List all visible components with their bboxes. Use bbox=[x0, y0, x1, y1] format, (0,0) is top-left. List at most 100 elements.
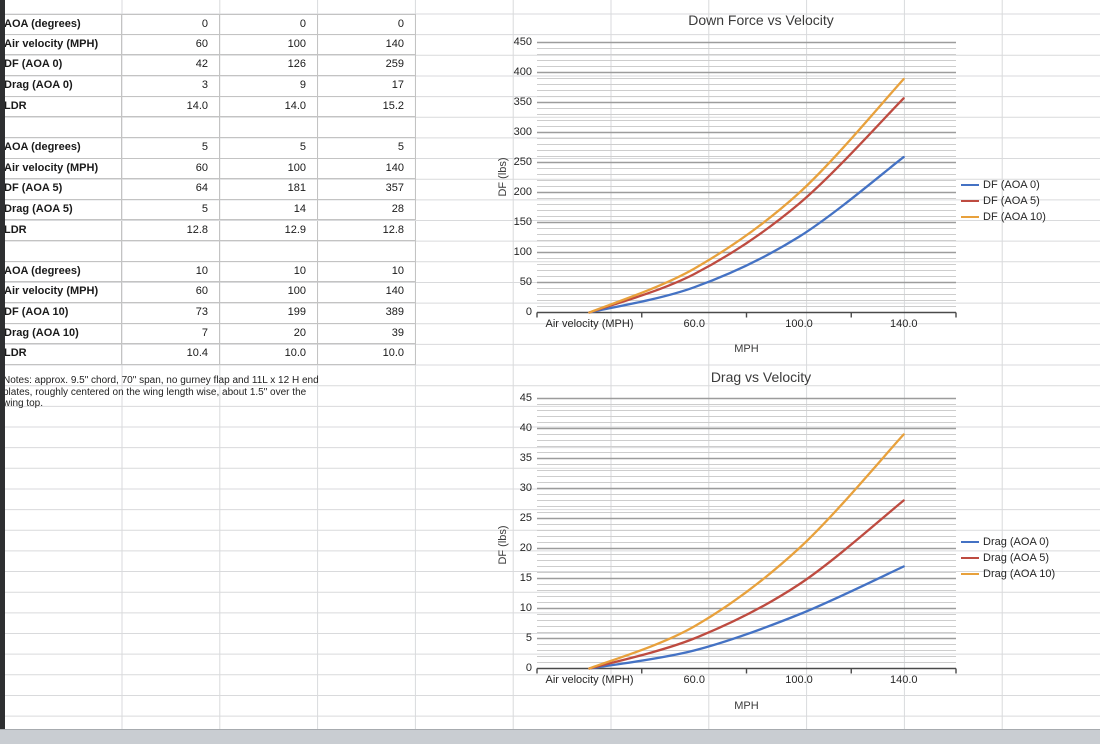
value-cell[interactable]: 5 bbox=[122, 137, 220, 159]
row-label-cell[interactable]: LDR bbox=[0, 344, 122, 366]
legend-label: DF (AOA 10) bbox=[983, 211, 1046, 223]
value-cell[interactable]: 100 bbox=[220, 34, 318, 56]
value-cell[interactable]: 39 bbox=[318, 323, 416, 345]
row-label-cell[interactable]: DF (AOA 10) bbox=[0, 303, 122, 324]
row-label-cell[interactable]: AOA (degrees) bbox=[0, 137, 122, 159]
chart1-ytick: 150 bbox=[513, 215, 532, 228]
value-cell[interactable]: 100 bbox=[220, 158, 318, 180]
row-label-cell[interactable]: AOA (degrees) bbox=[0, 15, 122, 35]
table-row: Drag (AOA 10) 7 20 39 bbox=[0, 323, 416, 345]
value-cell[interactable]: 12.8 bbox=[122, 220, 220, 242]
legend-label: Drag (AOA 10) bbox=[983, 568, 1056, 580]
row-label-cell[interactable]: DF (AOA 5) bbox=[0, 179, 122, 200]
legend-line-swatch bbox=[961, 572, 979, 576]
row-header-strip bbox=[0, 0, 5, 729]
value-cell[interactable] bbox=[318, 241, 416, 262]
value-cell[interactable]: 357 bbox=[318, 179, 416, 200]
row-label-cell[interactable]: AOA (degrees) bbox=[0, 261, 122, 283]
value-cell[interactable]: 28 bbox=[318, 199, 416, 221]
row-label-cell[interactable]: Air velocity (MPH) bbox=[0, 158, 122, 180]
row-label-cell[interactable]: Drag (AOA 10) bbox=[0, 323, 122, 345]
chart1-xtick: 100.0 bbox=[785, 318, 813, 330]
value-cell[interactable]: 15.2 bbox=[318, 96, 416, 118]
value-cell[interactable]: 140 bbox=[318, 34, 416, 56]
value-cell[interactable]: 64 bbox=[122, 179, 220, 200]
legend-item: DF (AOA 5) bbox=[961, 193, 1046, 209]
value-cell[interactable]: 60 bbox=[122, 282, 220, 304]
value-cell[interactable]: 5 bbox=[122, 199, 220, 221]
value-cell[interactable]: 10 bbox=[122, 261, 220, 283]
value-cell[interactable]: 20 bbox=[220, 323, 318, 345]
chart1-ytick: 450 bbox=[513, 35, 532, 48]
legend-line-swatch bbox=[961, 556, 979, 560]
table-row: LDR 12.8 12.9 12.8 bbox=[0, 220, 416, 242]
chart2-x-axis-title: MPH bbox=[734, 700, 759, 712]
table-row: Air velocity (MPH) 60 100 140 bbox=[0, 34, 416, 56]
table-row bbox=[0, 117, 416, 138]
value-cell[interactable]: 14.0 bbox=[122, 96, 220, 118]
table-row: Air velocity (MPH) 60 100 140 bbox=[0, 282, 416, 304]
row-label-cell[interactable]: Air velocity (MPH) bbox=[0, 282, 122, 304]
value-cell[interactable]: 10.0 bbox=[318, 344, 416, 366]
value-cell[interactable]: 0 bbox=[318, 15, 416, 35]
value-cell[interactable]: 389 bbox=[318, 303, 416, 324]
chart2-ytick: 0 bbox=[525, 661, 532, 674]
value-cell[interactable]: 10.4 bbox=[122, 344, 220, 366]
value-cell[interactable]: 100 bbox=[220, 282, 318, 304]
value-cell[interactable]: 73 bbox=[122, 303, 220, 324]
value-cell[interactable]: 9 bbox=[220, 75, 318, 97]
chart1-ytick: 400 bbox=[513, 65, 532, 78]
row-label-cell[interactable]: LDR bbox=[0, 96, 122, 118]
legend-item: DF (AOA 10) bbox=[961, 209, 1046, 225]
value-cell[interactable]: 181 bbox=[220, 179, 318, 200]
value-cell[interactable] bbox=[318, 117, 416, 138]
chart2-ytick: 40 bbox=[519, 421, 532, 434]
row-label-cell[interactable] bbox=[0, 241, 122, 262]
value-cell[interactable]: 140 bbox=[318, 282, 416, 304]
value-cell[interactable] bbox=[122, 241, 220, 262]
value-cell[interactable]: 0 bbox=[122, 15, 220, 35]
value-cell[interactable]: 7 bbox=[122, 323, 220, 345]
value-cell[interactable]: 10.0 bbox=[220, 344, 318, 366]
value-cell[interactable]: 199 bbox=[220, 303, 318, 324]
value-cell[interactable]: 3 bbox=[122, 75, 220, 97]
value-cell[interactable]: 60 bbox=[122, 158, 220, 180]
row-label-cell[interactable]: Air velocity (MPH) bbox=[0, 34, 122, 56]
value-cell[interactable]: 14 bbox=[220, 199, 318, 221]
value-cell[interactable]: 126 bbox=[220, 55, 318, 76]
row-label-cell[interactable]: DF (AOA 0) bbox=[0, 55, 122, 76]
value-cell[interactable]: 259 bbox=[318, 55, 416, 76]
value-cell[interactable]: 0 bbox=[220, 15, 318, 35]
value-cell[interactable] bbox=[220, 117, 318, 138]
chart1-legend: DF (AOA 0) DF (AOA 5) DF (AOA 10) bbox=[961, 177, 1046, 225]
value-cell[interactable]: 12.8 bbox=[318, 220, 416, 242]
legend-label: DF (AOA 5) bbox=[983, 195, 1040, 207]
legend-item: DF (AOA 0) bbox=[961, 177, 1046, 193]
value-cell[interactable] bbox=[122, 117, 220, 138]
series-line-Drag (AOA 0) bbox=[588, 565, 905, 670]
table-row: DF (AOA 5) 64 181 357 bbox=[0, 179, 416, 200]
value-cell[interactable]: 42 bbox=[122, 55, 220, 76]
chart2-ytick: 10 bbox=[519, 601, 532, 614]
value-cell[interactable]: 17 bbox=[318, 75, 416, 97]
value-cell[interactable]: 10 bbox=[318, 261, 416, 283]
value-cell[interactable]: 5 bbox=[220, 137, 318, 159]
value-cell[interactable] bbox=[220, 241, 318, 262]
value-cell[interactable]: 12.9 bbox=[220, 220, 318, 242]
row-label-cell[interactable]: LDR bbox=[0, 220, 122, 242]
chart1-ytick: 50 bbox=[519, 275, 532, 288]
row-label-cell[interactable]: Drag (AOA 5) bbox=[0, 199, 122, 221]
legend-item: Drag (AOA 5) bbox=[961, 550, 1055, 566]
row-label-cell[interactable] bbox=[0, 117, 122, 138]
value-cell[interactable]: 60 bbox=[122, 34, 220, 56]
value-cell[interactable]: 10 bbox=[220, 261, 318, 283]
value-cell[interactable]: 5 bbox=[318, 137, 416, 159]
chart1-ytick: 350 bbox=[513, 95, 532, 108]
chart2-ytick: 35 bbox=[519, 451, 532, 464]
chart2-ytick: 25 bbox=[519, 511, 532, 524]
notes-text[interactable]: Notes: approx. 9.5" chord, 70" span, no … bbox=[3, 375, 319, 409]
value-cell[interactable]: 140 bbox=[318, 158, 416, 180]
value-cell[interactable]: 14.0 bbox=[220, 96, 318, 118]
row-label-cell[interactable]: Drag (AOA 0) bbox=[0, 75, 122, 97]
